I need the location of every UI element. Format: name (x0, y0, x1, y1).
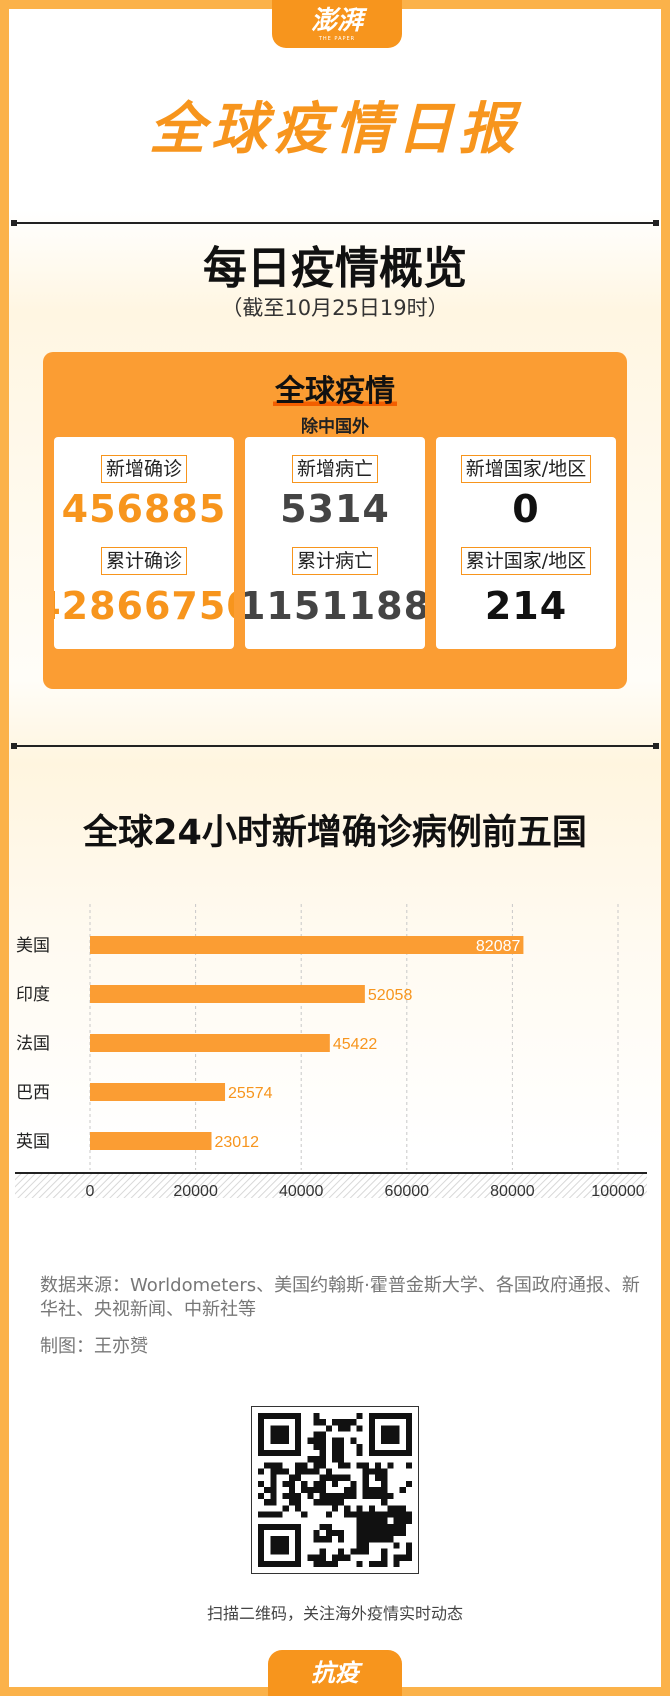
stat-label: 新增确诊 (100, 455, 187, 483)
stat-value: 456885 (61, 487, 227, 531)
x-tick-label: 100000 (591, 1183, 644, 1200)
divider (11, 743, 659, 749)
bar (90, 985, 365, 1003)
chart-credit: 制图：王亦赟 (40, 1336, 148, 1357)
x-tick-label: 0 (86, 1183, 95, 1200)
bottom-tag: 抗疫 (268, 1650, 402, 1696)
stat-value: 0 (512, 487, 540, 531)
qr-code-image (258, 1413, 412, 1567)
stat-box-countries: 新增国家/地区 0 累计国家/地区 214 (436, 437, 616, 649)
divider (11, 220, 659, 226)
page-title: 全球疫情日报 (149, 97, 521, 162)
data-label: 23012 (215, 1134, 260, 1151)
stat-box-confirmed: 新增确诊 456885 累计确诊 42866750 (54, 437, 234, 649)
category-label: 巴西 (16, 1083, 50, 1103)
stat-label: 新增国家/地区 (460, 455, 592, 483)
category-label: 印度 (16, 985, 50, 1005)
stat-value: 214 (484, 584, 568, 628)
bar-chart: 美国 82087 印度 52058 法国 45422 巴西 25574 英国 23012 0 200… (15, 904, 647, 1200)
bar (90, 1132, 212, 1150)
overview-title: 每日疫情概览 (203, 243, 467, 294)
logo-tab: 澎湃 THE PAPER (272, 0, 402, 48)
axis-band (15, 1174, 647, 1198)
stat-value: 1151188 (245, 584, 425, 628)
stat-value: 42866750 (54, 584, 234, 628)
bar (90, 1034, 330, 1052)
data-label: 45422 (333, 1036, 378, 1053)
data-label: 82087 (476, 938, 521, 955)
logo-subtitle: THE PAPER (318, 36, 356, 42)
stat-label: 累计确诊 (100, 547, 187, 575)
category-label: 法国 (16, 1034, 50, 1054)
panel-title: 全球疫情 (273, 374, 397, 409)
data-label: 52058 (368, 987, 413, 1004)
x-tick-label: 60000 (385, 1183, 430, 1200)
panel-subtitle: 除中国外 (301, 417, 369, 437)
global-stats-panel: 全球疫情 除中国外 新增确诊 456885 累计确诊 42866750 新增病亡… (43, 352, 627, 689)
x-tick-label: 20000 (173, 1183, 218, 1200)
qr-caption: 扫描二维码，关注海外疫情实时动态 (206, 1604, 463, 1623)
category-label: 英国 (16, 1132, 50, 1152)
stat-label: 累计病亡 (291, 547, 378, 575)
stat-value: 5314 (280, 487, 390, 531)
stat-label: 累计国家/地区 (460, 547, 592, 575)
overview-subtitle: （截至10月25日19时） (221, 296, 449, 320)
data-source: 数据来源：Worldometers、美国约翰斯·霍普金斯大学、各国政府通报、新华… (40, 1275, 640, 1320)
chart-title: 全球24小时新增确诊病例前五国 (83, 813, 587, 853)
x-tick-label: 80000 (490, 1183, 535, 1200)
bar (90, 936, 524, 954)
x-tick-label: 40000 (279, 1183, 324, 1200)
category-label: 美国 (16, 936, 50, 956)
bar (90, 1083, 226, 1101)
logo: 澎湃 (310, 6, 363, 36)
stat-box-deaths: 新增病亡 5314 累计病亡 1151188 (245, 437, 425, 649)
data-label: 25574 (228, 1085, 273, 1102)
qr-code[interactable] (251, 1406, 419, 1574)
stat-label: 新增病亡 (291, 455, 378, 483)
